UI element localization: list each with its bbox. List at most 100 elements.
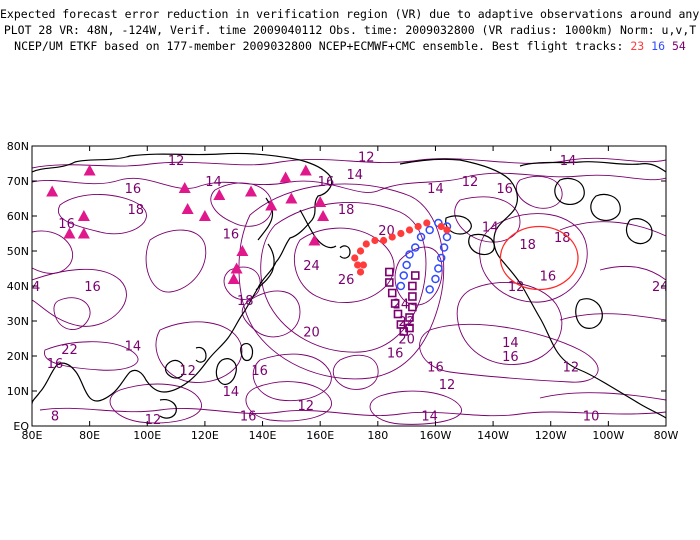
raob-sites bbox=[46, 164, 330, 284]
contour-label: 8 bbox=[51, 410, 59, 425]
track-a-point bbox=[437, 222, 445, 231]
contour-label: 18 bbox=[127, 203, 144, 218]
contour-label: 22 bbox=[61, 343, 78, 358]
contour-label: 14 bbox=[427, 182, 444, 197]
contour-label: 14 bbox=[346, 168, 363, 183]
contour-label: 16 bbox=[496, 182, 513, 197]
contour-label: 20 bbox=[398, 333, 415, 348]
contour-label: 16 bbox=[58, 217, 75, 232]
track-b-point bbox=[396, 281, 406, 291]
lon-tick-label: 120E bbox=[191, 429, 219, 442]
lat-tick-label: 50N bbox=[7, 245, 29, 258]
flight-track-c bbox=[385, 267, 420, 336]
flight-track-a bbox=[351, 219, 451, 276]
contour-label: 20 bbox=[303, 326, 320, 341]
track-a-count: 23 bbox=[630, 39, 645, 53]
track-a-point bbox=[397, 229, 405, 238]
track-a-point bbox=[359, 261, 368, 269]
raob-triangle bbox=[181, 203, 194, 214]
track-b-point bbox=[425, 225, 434, 235]
track-a-point bbox=[405, 226, 414, 234]
contour-label: 16 bbox=[84, 280, 101, 295]
contour-label: 14 bbox=[24, 280, 41, 295]
contour-label: 14 bbox=[223, 385, 240, 400]
contour-label: 12 bbox=[179, 364, 196, 379]
lon-tick-label: 80W bbox=[654, 429, 679, 442]
verification-region-circle bbox=[499, 225, 579, 291]
lon-tick-label: 140E bbox=[249, 429, 277, 442]
track-b-point bbox=[416, 232, 426, 242]
lon-tick-label: 160W bbox=[420, 429, 452, 442]
raob-triangle bbox=[245, 185, 258, 197]
track-b-point bbox=[431, 274, 440, 284]
track-a-point bbox=[371, 236, 379, 245]
raob-triangle bbox=[299, 164, 312, 176]
raob-triangle bbox=[46, 185, 59, 197]
track-c-point bbox=[408, 281, 417, 291]
contour-label: 16 bbox=[387, 347, 404, 362]
contour-label: 18 bbox=[519, 238, 536, 253]
raob-triangle bbox=[230, 262, 243, 274]
track-a-point bbox=[414, 222, 422, 231]
contour-label: 16 bbox=[125, 182, 142, 197]
verification-region bbox=[499, 225, 579, 291]
contour-label: 26 bbox=[338, 273, 355, 288]
contour-label: 16 bbox=[240, 410, 257, 425]
header-line-3: NCEP/UM ETKF based on 177-member 2009032… bbox=[0, 38, 700, 54]
contour-label: 14 bbox=[482, 221, 499, 236]
raob-triangle bbox=[178, 182, 191, 193]
lon-tick-label: 80E bbox=[79, 429, 100, 442]
contour-label: 24 bbox=[652, 280, 669, 295]
track-b-point bbox=[402, 260, 411, 270]
raob-triangle bbox=[317, 210, 330, 221]
lat-tick-label: 80N bbox=[7, 140, 29, 153]
raob-triangle bbox=[279, 171, 292, 183]
lat-tick-label: 20N bbox=[7, 350, 29, 363]
track-b-point bbox=[399, 271, 409, 280]
contour-label: 16 bbox=[251, 364, 268, 379]
track-c-point bbox=[410, 271, 420, 280]
track-c-point bbox=[405, 323, 414, 333]
track-b-count: 16 bbox=[651, 39, 666, 53]
contour-label: 12 bbox=[563, 361, 580, 376]
raob-triangle bbox=[83, 164, 96, 176]
track-c-point bbox=[408, 302, 417, 312]
latitude-axis: EQ 10N 20N 30N 40N 50N 60N 70N 80N bbox=[7, 140, 666, 433]
track-b-point bbox=[425, 285, 434, 294]
raob-triangle bbox=[213, 189, 226, 200]
contour-label: 24 bbox=[303, 259, 320, 274]
contour-label: 14 bbox=[421, 410, 438, 425]
contour-label: 14 bbox=[502, 336, 519, 351]
contour-label: 14 bbox=[205, 175, 222, 190]
contour-label: 16 bbox=[540, 270, 557, 285]
track-b-point bbox=[439, 243, 449, 252]
raob-triangle bbox=[236, 245, 249, 256]
header-line-3-prefix: NCEP/UM ETKF based on 177-member 2009032… bbox=[14, 39, 624, 53]
track-c-count: 54 bbox=[671, 39, 686, 53]
track-b-point bbox=[442, 232, 452, 242]
contour-label: 12 bbox=[145, 413, 162, 428]
contour-label: 12 bbox=[462, 175, 479, 190]
contour-label: 12 bbox=[508, 280, 525, 295]
raob-triangle bbox=[285, 192, 298, 204]
contour-label: 22 bbox=[398, 315, 415, 330]
track-b-point bbox=[405, 250, 414, 259]
contour-label: 16 bbox=[47, 357, 64, 372]
track-a-point bbox=[388, 233, 396, 241]
track-a-point bbox=[354, 261, 362, 269]
lon-tick-label: 180 bbox=[367, 429, 388, 442]
contour-label: 12 bbox=[297, 399, 314, 414]
raob-triangle bbox=[198, 210, 211, 221]
longitude-axis: 80E 80E 100E 120E 140E 160E 180 160W 140W 120W 100… bbox=[22, 146, 679, 442]
track-b-point bbox=[411, 243, 420, 252]
lat-tick-label: 40N bbox=[7, 280, 29, 293]
lon-tick-label: 100W bbox=[592, 429, 624, 442]
lon-tick-label: 120W bbox=[535, 429, 567, 442]
contour-label: 12 bbox=[439, 378, 456, 393]
track-c-point bbox=[385, 278, 394, 287]
track-b-point bbox=[434, 264, 443, 273]
raob-triangle bbox=[77, 227, 90, 239]
track-c-point bbox=[387, 288, 397, 298]
track-c-point bbox=[393, 309, 403, 319]
